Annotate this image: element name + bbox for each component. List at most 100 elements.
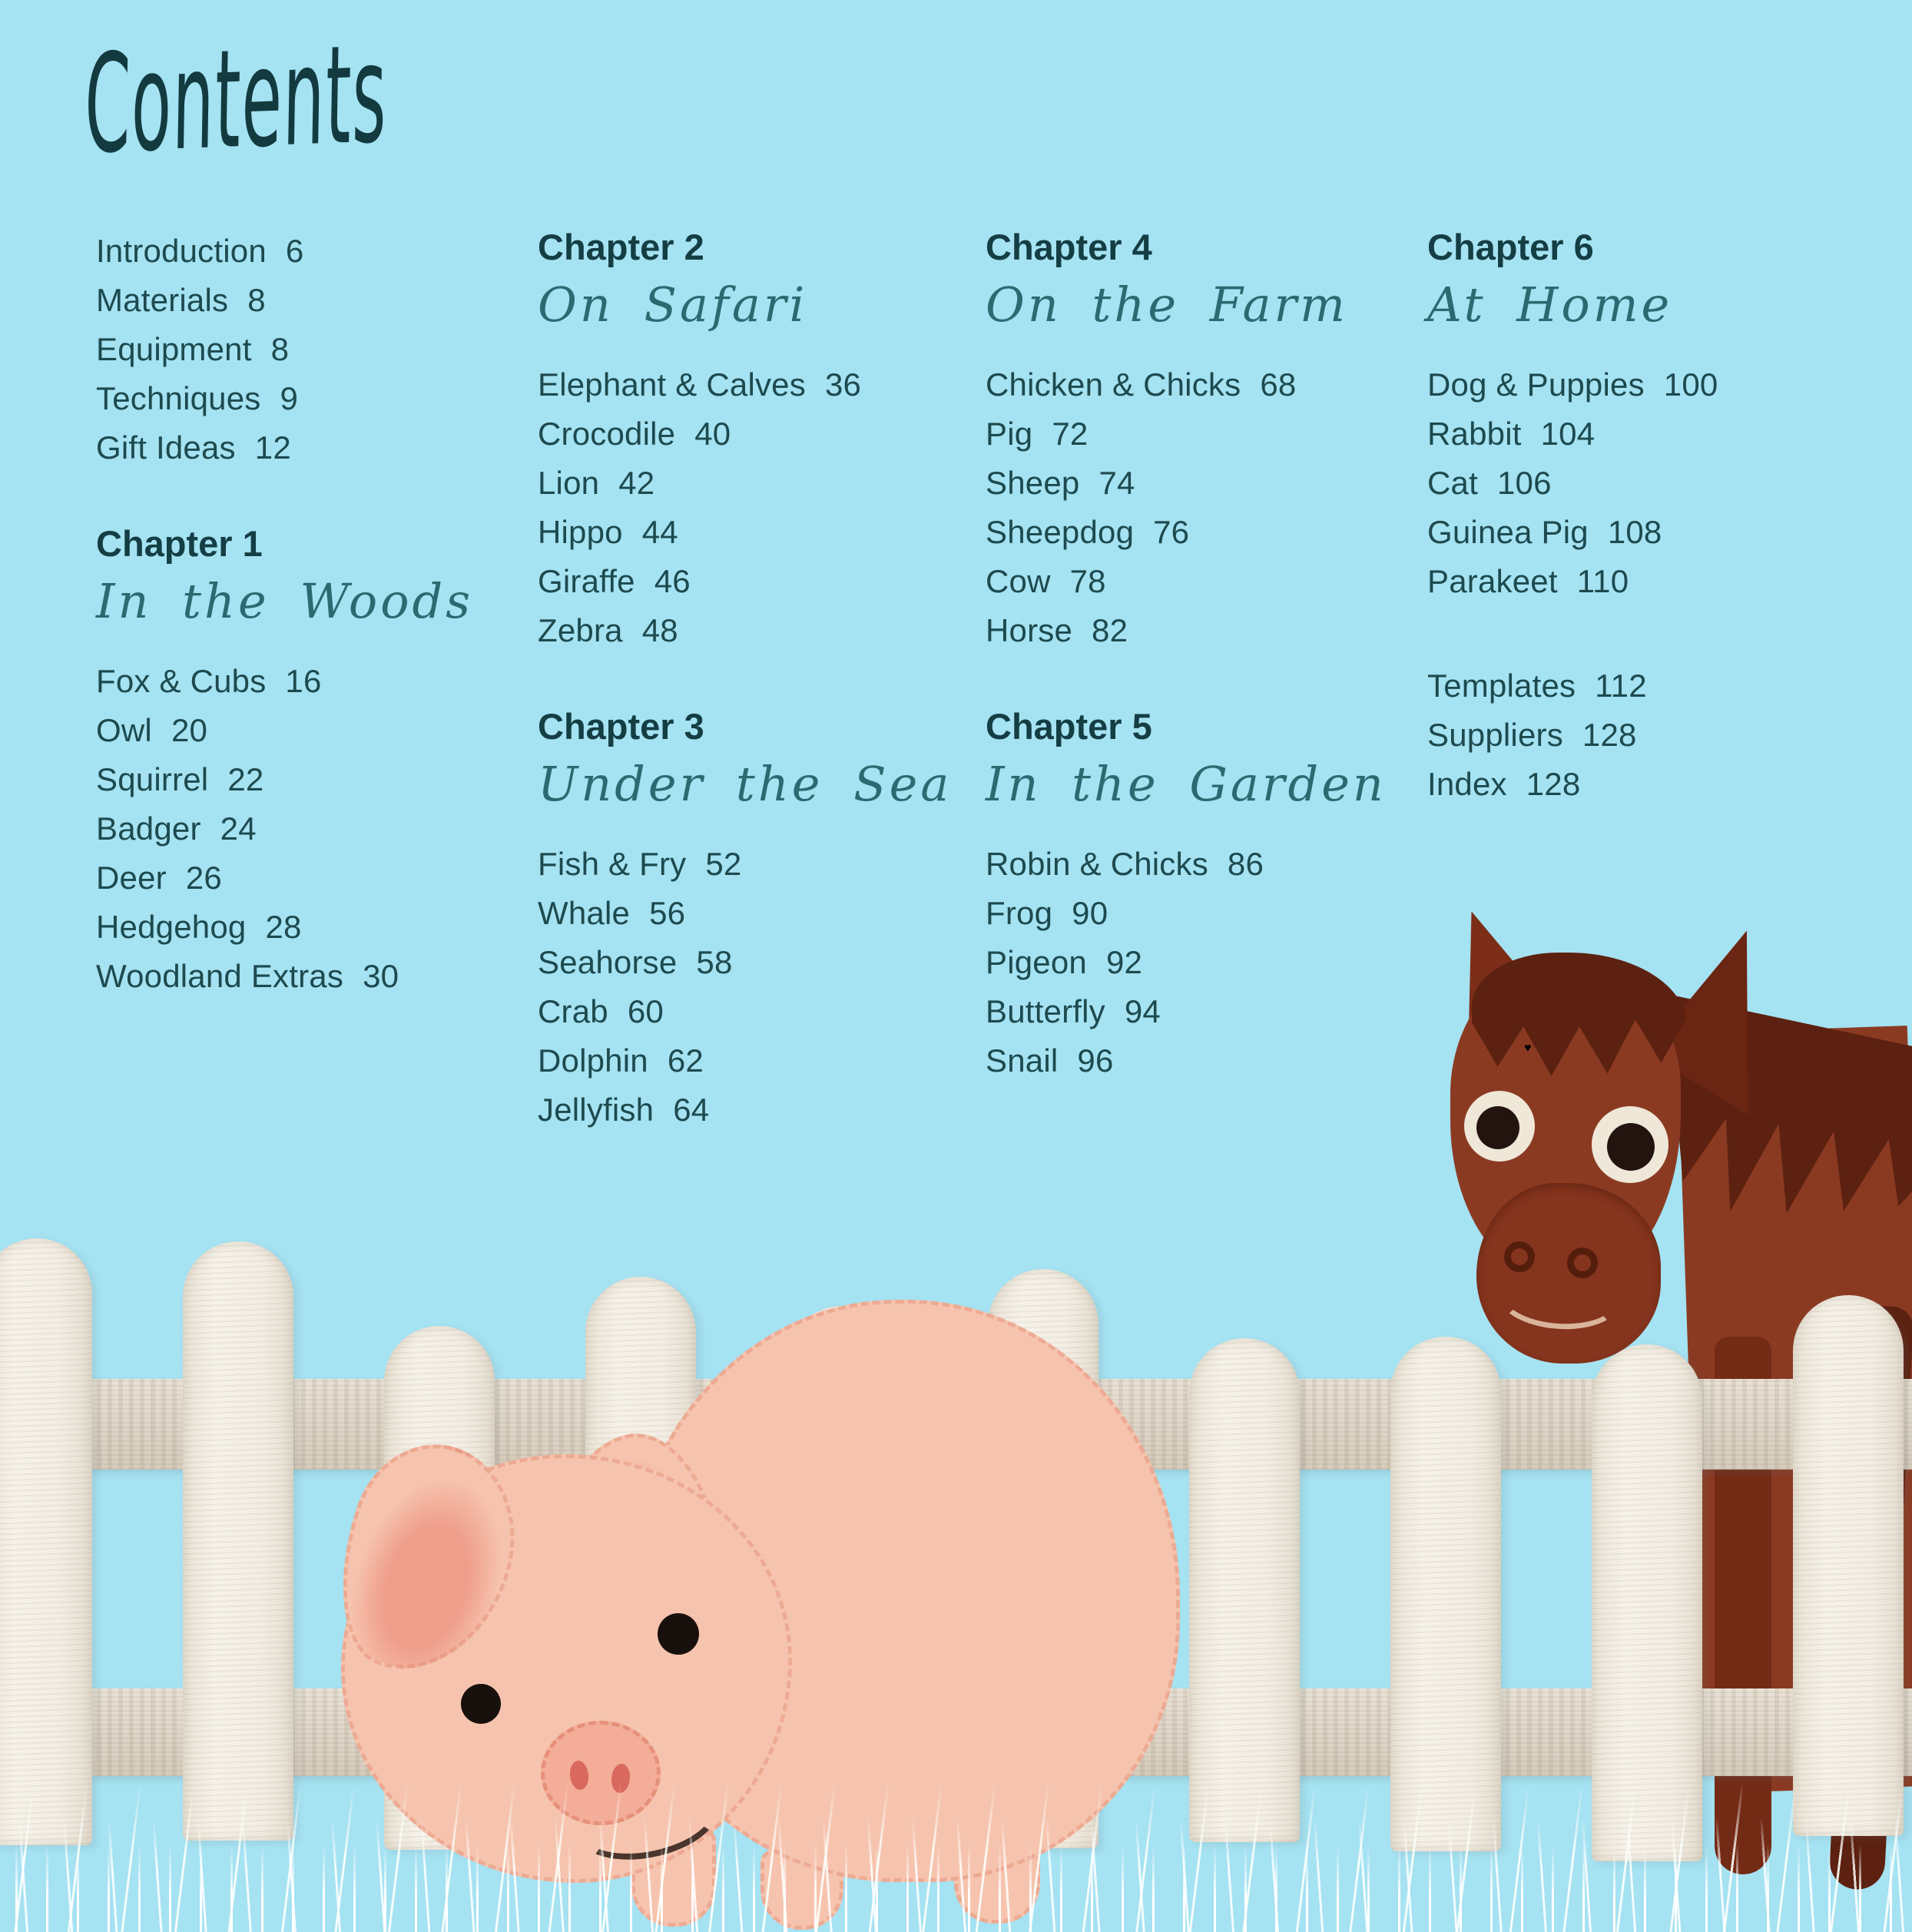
toc-entry-label: Robin & Chicks	[986, 846, 1208, 882]
toc-entry-page: 44	[641, 514, 678, 550]
toc-entry-label: Elephant & Calves	[538, 366, 806, 403]
toc-entry-page: 106	[1496, 465, 1552, 501]
toc-entry: Materials 8	[96, 276, 530, 325]
chapter-toc-list: Elephant & Calves 36 Crocodile 40 Lion 42 H…	[538, 360, 972, 655]
chapter-name: Under the Sea	[538, 756, 953, 812]
toc-entry-page: 24	[220, 810, 257, 847]
toc-entry: Guinea Pig 108	[1427, 508, 1861, 557]
toc-entry-page: 128	[1582, 717, 1637, 753]
toc-entry-page: 26	[185, 860, 222, 896]
toc-entry: Butterfly 94	[986, 987, 1420, 1036]
toc-entry: Whale 56	[538, 889, 972, 938]
toc-entry: Equipment 8	[96, 325, 530, 374]
toc-entry: Parakeet 110	[1427, 557, 1861, 606]
toc-entry-label: Cat	[1427, 465, 1478, 501]
chapter-number: Chapter 3	[538, 706, 704, 747]
toc-entry-label: Hedgehog	[96, 909, 247, 945]
toc-entry-label: Suppliers	[1427, 717, 1563, 753]
chapter-3-section: Chapter 3 Under the Sea Fish & Fry 52 Wha…	[538, 706, 972, 1135]
toc-entry-page: 46	[654, 563, 691, 599]
toc-entry-page: 42	[618, 465, 655, 501]
toc-entry: Fox & Cubs 16	[96, 657, 530, 706]
fence-picket	[183, 1241, 293, 1841]
toc-entry: Rabbit 104	[1427, 409, 1861, 459]
toc-entry: Templates 112	[1427, 661, 1861, 711]
chapter-2-section: Chapter 2 On Safari Elephant & Calves 36 …	[538, 227, 972, 655]
horse-muzzle	[1476, 1183, 1661, 1364]
toc-column-2: Chapter 2 On Safari Elephant & Calves 36 …	[538, 227, 972, 1135]
toc-entry-label: Pig	[986, 416, 1033, 452]
toc-entry-label: Frog	[986, 895, 1053, 931]
toc-entry-label: Snail	[986, 1042, 1059, 1079]
toc-entry-label: Index	[1427, 766, 1507, 802]
toc-entry: Suppliers 128	[1427, 711, 1861, 760]
chapter-1-section: Chapter 1 In the Woods Fox & Cubs 16 Owl 2…	[96, 523, 530, 1001]
chapter-5-section: Chapter 5 In the Garden Robin & Chicks 86…	[986, 706, 1420, 1085]
toc-entry-label: Giraffe	[538, 563, 635, 599]
horse-right-eye	[1592, 1106, 1668, 1183]
toc-entry: Introduction 6	[96, 227, 530, 276]
toc-entry-label: Templates	[1427, 668, 1576, 704]
toc-entry-label: Horse	[986, 612, 1073, 648]
toc-entry-page: 110	[1576, 563, 1629, 599]
toc-entry: Pigeon 92	[986, 938, 1420, 987]
toc-entry-label: Sheepdog	[986, 514, 1135, 550]
pig-right-eye	[658, 1613, 699, 1655]
horse-blaze-heart-icon: ♥	[1524, 1042, 1532, 1055]
toc-entry-label: Seahorse	[538, 944, 678, 980]
toc-entry: Gift Ideas 12	[96, 423, 530, 472]
chapter-name: In the Garden	[986, 756, 1387, 812]
toc-column-3: Chapter 4 On the Farm Chicken & Chicks 68…	[986, 227, 1420, 1085]
toc-entry: Pig 72	[986, 409, 1420, 459]
toc-entry-page: 100	[1663, 366, 1718, 403]
toc-entry-page: 82	[1092, 612, 1128, 648]
toc-entry-label: Butterfly	[986, 993, 1105, 1029]
toc-entry: Hedgehog 28	[96, 903, 530, 952]
toc-entry-page: 112	[1595, 668, 1647, 704]
toc-column-4: Chapter 6 At Home Dog & Puppies 100 Rabbi…	[1427, 227, 1861, 809]
toc-entry-label: Squirrel	[96, 761, 209, 797]
toc-entry-label: Gift Ideas	[96, 429, 236, 466]
toc-entry-label: Badger	[96, 810, 201, 847]
toc-entry-page: 8	[247, 282, 266, 318]
chapter-toc-list: Fish & Fry 52 Whale 56 Seahorse 58 Crab 60 D…	[538, 840, 972, 1135]
front-matter-list: Introduction 6 Materials 8 Equipment 8 Tech…	[96, 227, 530, 472]
toc-entry: Fish & Fry 52	[538, 840, 972, 889]
chapter-toc-list: Robin & Chicks 86 Frog 90 Pigeon 92 Butterf…	[986, 840, 1420, 1085]
horse-right-nostril	[1567, 1248, 1598, 1278]
toc-entry: Chicken & Chicks 68	[986, 360, 1420, 409]
toc-entry: Owl 20	[96, 706, 530, 755]
toc-entry-page: 56	[649, 895, 686, 931]
toc-entry: Index 128	[1427, 760, 1861, 809]
toc-entry-page: 28	[265, 909, 302, 945]
toc-entry-page: 96	[1077, 1042, 1114, 1079]
toc-entry-page: 74	[1098, 465, 1135, 501]
horse-left-nostril	[1504, 1241, 1535, 1272]
toc-entry-page: 16	[285, 663, 322, 699]
toc-entry-page: 92	[1105, 944, 1143, 980]
toc-entry-page: 58	[696, 944, 733, 980]
chapter-6-section: Chapter 6 At Home Dog & Puppies 100 Rabbi…	[1427, 227, 1861, 606]
toc-entry-page: 48	[641, 612, 678, 648]
toc-entry-page: 52	[705, 846, 742, 882]
toc-entry: Lion 42	[538, 459, 972, 508]
toc-entry-page: 8	[270, 331, 290, 367]
toc-entry: Dolphin 62	[538, 1036, 972, 1085]
chapter-toc-list: Chicken & Chicks 68 Pig 72 Sheep 74 Sheepdo…	[986, 360, 1420, 655]
chapter-name: In the Woods	[96, 573, 474, 629]
toc-entry-page: 104	[1540, 416, 1596, 452]
chapter-name: On Safari	[538, 277, 808, 333]
chapter-name: On the Farm	[986, 277, 1348, 333]
fence-picket	[1793, 1295, 1904, 1836]
toc-entry: Crab 60	[538, 987, 972, 1036]
pig-left-eye	[461, 1684, 501, 1724]
horse-right-pupil	[1607, 1123, 1655, 1171]
fence-picket	[1390, 1337, 1501, 1851]
toc-entry-label: Crocodile	[538, 416, 676, 452]
toc-entry: Crocodile 40	[538, 409, 972, 459]
toc-entry: Seahorse 58	[538, 938, 972, 987]
chapter-4-section: Chapter 4 On the Farm Chicken & Chicks 68…	[986, 227, 1420, 655]
toc-entry-label: Fox & Cubs	[96, 663, 267, 699]
toc-entry-label: Dog & Puppies	[1427, 366, 1645, 403]
toc-entry: Jellyfish 64	[538, 1085, 972, 1135]
